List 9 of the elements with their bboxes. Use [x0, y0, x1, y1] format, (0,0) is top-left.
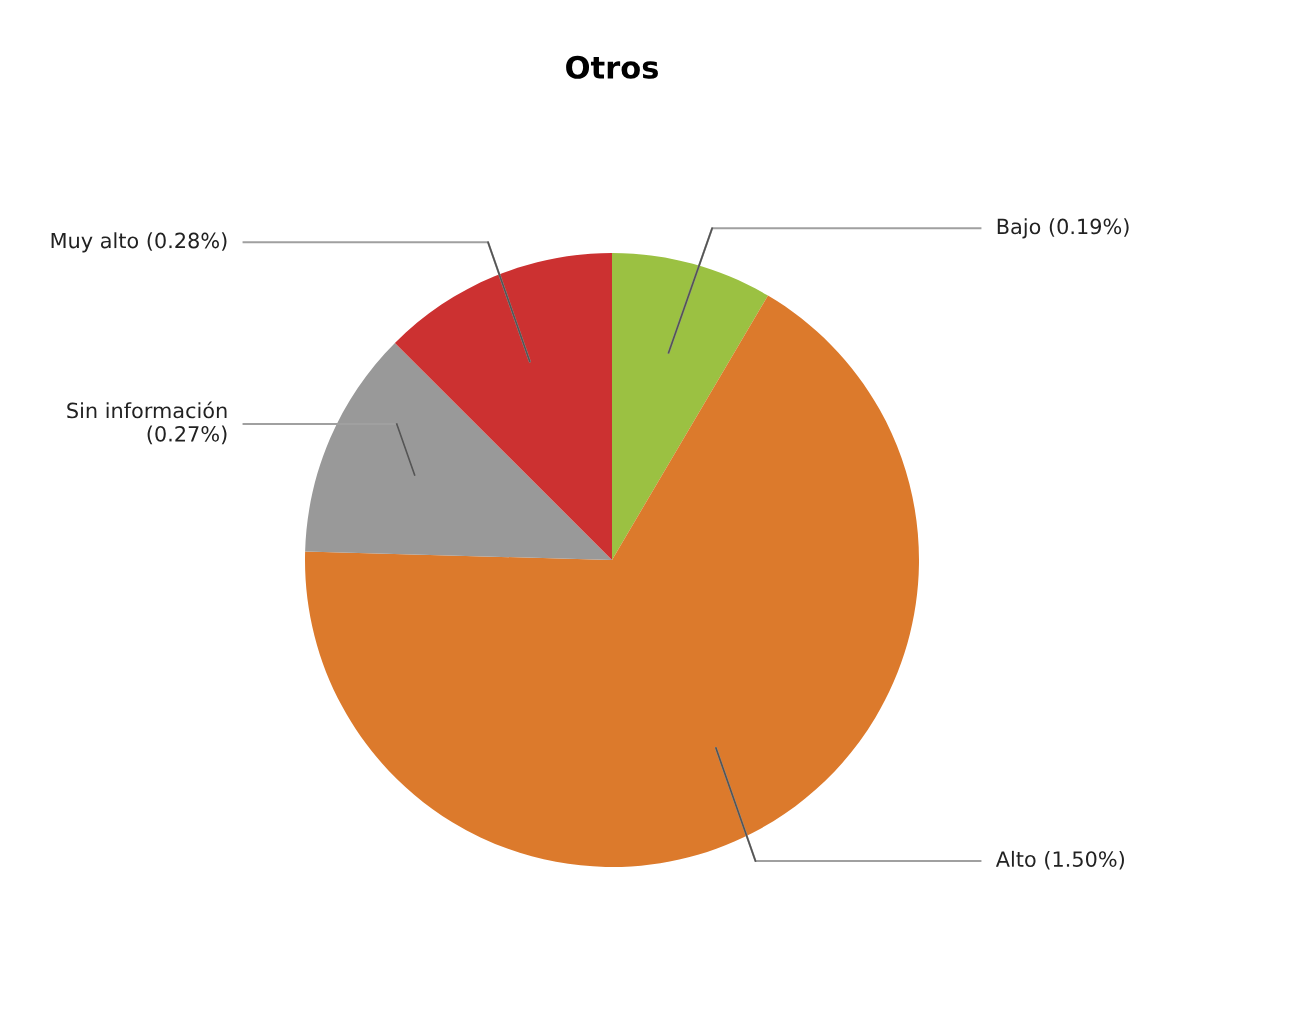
- pie-slice: [612, 253, 768, 560]
- chart-title: Otros: [566, 55, 658, 79]
- slice-label: Alto (1.50%): [995, 850, 1124, 870]
- slice-label: Sin información: [67, 401, 227, 419]
- pie-slice: [394, 253, 612, 560]
- pie-slice: [305, 295, 919, 867]
- slice-label: Muy alto (0.28%): [51, 232, 227, 253]
- data-label: (0.27%): [147, 425, 227, 445]
- slice-label: Bajo (0.19%): [997, 218, 1129, 239]
